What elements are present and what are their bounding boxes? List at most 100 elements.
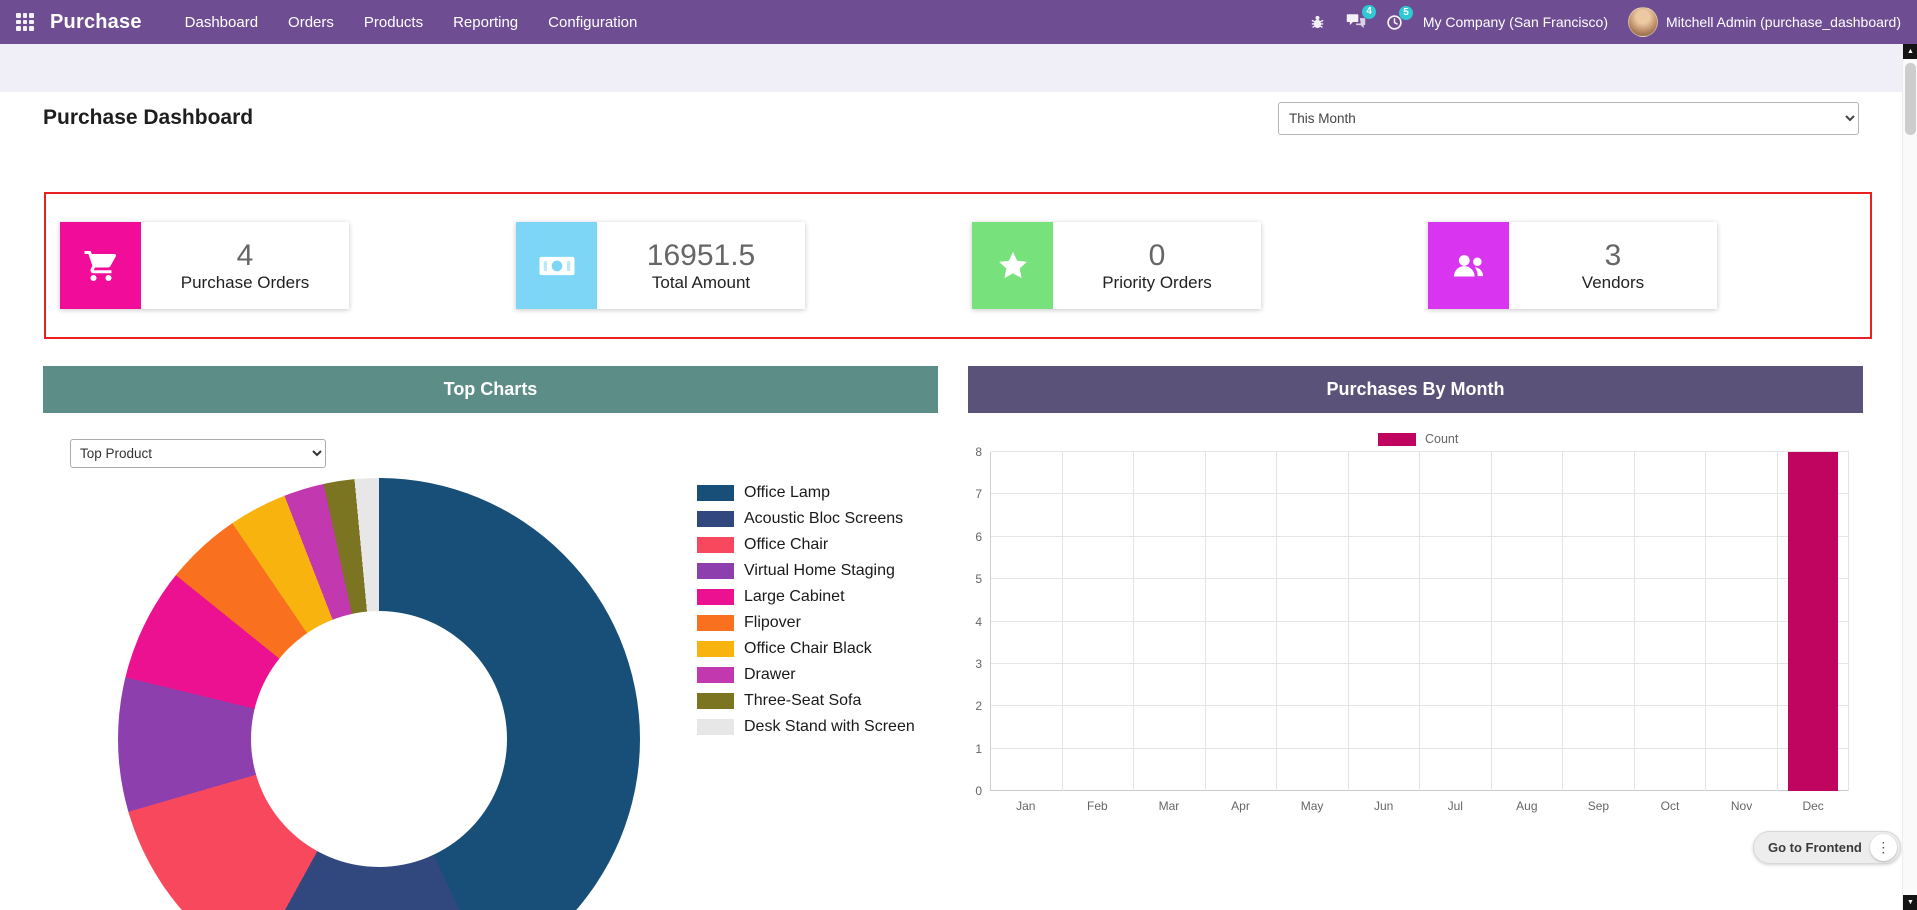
kpi-content: 16951.5Total Amount — [597, 222, 805, 309]
messages-icon[interactable]: 4 — [1346, 13, 1366, 31]
donut-hole — [251, 611, 507, 867]
apps-menu-icon[interactable] — [16, 13, 34, 31]
bar-column-jan[interactable] — [991, 452, 1063, 791]
donut-chart[interactable] — [118, 478, 640, 910]
legend-swatch — [697, 615, 734, 631]
app-title[interactable]: Purchase — [50, 11, 142, 34]
navbar: Purchase DashboardOrdersProductsReportin… — [0, 0, 1917, 44]
kpi-label: Purchase Orders — [181, 273, 310, 293]
kpi-slot: 0Priority Orders — [958, 222, 1414, 309]
user-menu[interactable]: Mitchell Admin (purchase_dashboard) — [1628, 7, 1901, 37]
activity-badge: 5 — [1399, 6, 1413, 20]
go-to-frontend-label: Go to Frontend — [1768, 840, 1862, 855]
top-product-select[interactable]: Top Product — [70, 439, 326, 468]
activity-clock-icon[interactable]: 5 — [1386, 14, 1403, 31]
go-to-frontend-button[interactable]: Go to Frontend ⋮ — [1753, 831, 1901, 864]
kebab-menu-icon[interactable]: ⋮ — [1870, 834, 1897, 861]
legend-label: Office Lamp — [744, 484, 830, 502]
legend-swatch — [697, 511, 734, 527]
menu-item-dashboard[interactable]: Dashboard — [170, 0, 273, 44]
kpi-card-priority-orders[interactable]: 0Priority Orders — [972, 222, 1261, 309]
purchase-dashboard-page: Purchase DashboardOrdersProductsReportin… — [0, 0, 1917, 910]
y-tick-label: 2 — [975, 699, 982, 713]
legend-label: Acoustic Bloc Screens — [744, 510, 903, 528]
scrollbar-thumb[interactable] — [1905, 63, 1916, 135]
legend-label: Virtual Home Staging — [744, 562, 895, 580]
legend-item-virtual-home-staging[interactable]: Virtual Home Staging — [697, 558, 915, 584]
kpi-card-total-amount[interactable]: 16951.5Total Amount — [516, 222, 805, 309]
scroll-up-arrow-icon[interactable]: ▲ — [1903, 44, 1917, 59]
star-icon — [972, 222, 1053, 309]
messages-badge: 4 — [1362, 5, 1376, 19]
kpi-label: Priority Orders — [1102, 273, 1212, 293]
left-panel-header: Top Charts — [43, 366, 938, 413]
x-tick-label: Aug — [1491, 799, 1563, 813]
bar-column-oct[interactable] — [1635, 452, 1707, 791]
menu-item-reporting[interactable]: Reporting — [438, 0, 533, 44]
bar-chart-plot[interactable] — [990, 452, 1849, 791]
x-tick-label: May — [1276, 799, 1348, 813]
kpi-content: 3Vendors — [1509, 222, 1717, 309]
scroll-down-arrow-icon[interactable]: ▼ — [1903, 895, 1917, 910]
legend-item-office-chair[interactable]: Office Chair — [697, 532, 915, 558]
kpi-value: 16951.5 — [647, 239, 755, 272]
bar-column-may[interactable] — [1277, 452, 1349, 791]
avatar — [1628, 7, 1658, 37]
legend-item-office-chair-black[interactable]: Office Chair Black — [697, 636, 915, 662]
right-panel-header: Purchases By Month — [968, 366, 1863, 413]
y-tick-label: 0 — [975, 784, 982, 798]
legend-swatch — [697, 563, 734, 579]
kpi-content: 4Purchase Orders — [141, 222, 349, 309]
y-tick-label: 3 — [975, 657, 982, 671]
left-panel-title: Top Charts — [444, 379, 538, 400]
bar-column-sep[interactable] — [1563, 452, 1635, 791]
bar-column-nov[interactable] — [1706, 452, 1778, 791]
legend-swatch — [697, 719, 734, 735]
kpi-content: 0Priority Orders — [1053, 222, 1261, 309]
legend-item-three-seat-sofa[interactable]: Three-Seat Sofa — [697, 688, 915, 714]
legend-label: Three-Seat Sofa — [744, 692, 861, 710]
legend-item-acoustic-bloc-screens[interactable]: Acoustic Bloc Screens — [697, 506, 915, 532]
menu-item-orders[interactable]: Orders — [273, 0, 349, 44]
legend-item-office-lamp[interactable]: Office Lamp — [697, 480, 915, 506]
kpi-label: Vendors — [1582, 273, 1644, 293]
bar-column-jul[interactable] — [1420, 452, 1492, 791]
kpi-card-vendors[interactable]: 3Vendors — [1428, 222, 1717, 309]
breadcrumb-bar — [0, 44, 1917, 92]
legend-swatch — [697, 485, 734, 501]
menu-item-configuration[interactable]: Configuration — [533, 0, 652, 44]
bar-column-mar[interactable] — [1134, 452, 1206, 791]
bug-icon[interactable] — [1309, 14, 1326, 31]
menu-item-products[interactable]: Products — [349, 0, 438, 44]
y-tick-label: 1 — [975, 742, 982, 756]
bar-dec[interactable] — [1788, 452, 1838, 791]
bar-column-dec[interactable] — [1778, 452, 1850, 791]
legend-swatch — [697, 537, 734, 553]
scrollbar[interactable]: ▲ ▼ — [1902, 44, 1917, 910]
y-tick-label: 7 — [975, 487, 982, 501]
x-tick-label: Nov — [1706, 799, 1778, 813]
title-row: Purchase Dashboard This Month — [43, 100, 1859, 136]
kpi-card-purchase-orders[interactable]: 4Purchase Orders — [60, 222, 349, 309]
kpi-value: 3 — [1605, 239, 1622, 272]
x-tick-label: Apr — [1205, 799, 1277, 813]
kpi-value: 0 — [1149, 239, 1166, 272]
legend-item-drawer[interactable]: Drawer — [697, 662, 915, 688]
legend-item-large-cabinet[interactable]: Large Cabinet — [697, 584, 915, 610]
legend-item-desk-stand-with-screen[interactable]: Desk Stand with Screen — [697, 714, 915, 740]
bar-column-feb[interactable] — [1063, 452, 1135, 791]
bar-column-jun[interactable] — [1349, 452, 1421, 791]
users-icon — [1428, 222, 1509, 309]
x-tick-label: Mar — [1133, 799, 1205, 813]
money-icon — [516, 222, 597, 309]
period-filter-select[interactable]: This Month — [1278, 102, 1859, 135]
legend-item-flipover[interactable]: Flipover — [697, 610, 915, 636]
kpi-slot: 4Purchase Orders — [46, 222, 502, 309]
bar-column-apr[interactable] — [1206, 452, 1278, 791]
kpi-slot: 3Vendors — [1414, 222, 1870, 309]
company-switcher[interactable]: My Company (San Francisco) — [1423, 14, 1608, 30]
bar-column-aug[interactable] — [1492, 452, 1564, 791]
x-tick-label: Feb — [1062, 799, 1134, 813]
bar-chart-legend[interactable]: Count — [1378, 432, 1458, 446]
x-tick-label: Jul — [1419, 799, 1491, 813]
